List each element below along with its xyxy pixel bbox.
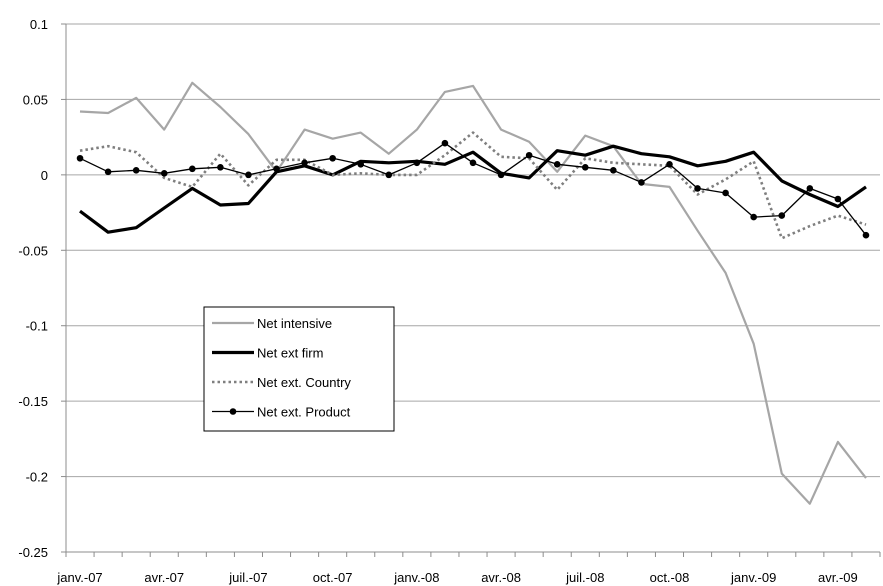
data-point	[441, 139, 449, 147]
series-lines	[76, 81, 870, 505]
data-point	[329, 154, 336, 162]
legend-label: Net ext. Product	[257, 405, 351, 420]
data-point	[160, 170, 168, 177]
data-point	[245, 171, 252, 179]
series-line	[79, 131, 867, 240]
data-point	[273, 165, 280, 173]
data-point	[722, 189, 729, 197]
y-tick-label: 0.1	[30, 17, 48, 32]
x-tick-labels: janv.-07 avr.-07 juil.-07 oct.-07 janv.-08 av…	[56, 570, 857, 585]
data-point	[834, 195, 842, 203]
gridlines	[66, 23, 880, 553]
data-point	[610, 167, 617, 174]
x-tick-label: avr.-09	[818, 570, 858, 585]
x-tick-label: juil.-07	[228, 570, 267, 585]
data-point	[76, 154, 84, 162]
legend-label: Net intensive	[257, 316, 332, 331]
x-tick-label: janv.-07	[56, 570, 102, 585]
y-tick-label: -0.1	[26, 319, 48, 334]
series-line	[79, 144, 867, 234]
series-line	[79, 142, 867, 236]
legend-label: Net ext. Country	[257, 375, 351, 390]
data-point	[357, 160, 365, 168]
legend-item: Net ext. Country	[212, 375, 351, 390]
data-point	[553, 160, 561, 168]
y-tick-label: -0.25	[18, 545, 48, 560]
data-point	[497, 171, 505, 179]
data-point	[413, 159, 421, 167]
x-tick-label: oct.-08	[650, 570, 690, 585]
y-tick-label: -0.15	[18, 394, 48, 409]
legend-item: Net ext. Product	[212, 405, 351, 420]
x-tick-label: janv.-09	[730, 570, 776, 585]
series-line	[79, 81, 867, 505]
data-point	[189, 165, 196, 173]
legend-item: Net intensive	[212, 316, 332, 331]
data-point	[638, 179, 645, 186]
series-net-ext-firm	[79, 144, 867, 234]
legend-marker	[229, 408, 237, 415]
x-tick-label: oct.-07	[313, 570, 353, 585]
data-point	[469, 159, 477, 167]
legend-label: Net ext firm	[257, 346, 323, 361]
series-net-ext-country	[79, 131, 867, 240]
y-tick-label: -0.2	[26, 470, 48, 485]
data-point	[132, 167, 140, 174]
data-point	[694, 185, 701, 192]
y-tick-label: 0	[41, 168, 48, 183]
axes	[61, 23, 881, 557]
series-net-ext-product	[76, 139, 870, 239]
series-net-intensive	[79, 81, 867, 505]
data-point	[385, 171, 393, 179]
y-tick-label: 0.05	[23, 92, 48, 107]
x-tick-label: avr.-08	[481, 570, 521, 585]
x-tick-label: juil.-08	[565, 570, 604, 585]
data-point	[525, 151, 533, 159]
data-point	[104, 168, 112, 176]
data-point	[581, 164, 589, 171]
x-tick-label: avr.-07	[144, 570, 184, 585]
legend-item: Net ext firm	[212, 346, 323, 361]
data-point	[301, 159, 308, 167]
x-tick-label: janv.-08	[393, 570, 439, 585]
y-tick-label: -0.05	[18, 243, 48, 258]
legend: Net intensive Net ext firm Net ext. Countr…	[203, 306, 395, 432]
data-point	[217, 164, 224, 171]
data-point	[666, 160, 673, 168]
data-point	[750, 213, 757, 221]
y-tick-labels: 0.1 0.05 0 -0.05 -0.1 -0.15 -0.2 -0.25	[18, 17, 48, 560]
data-point	[806, 185, 814, 192]
data-point	[862, 231, 870, 239]
data-point	[778, 212, 786, 219]
